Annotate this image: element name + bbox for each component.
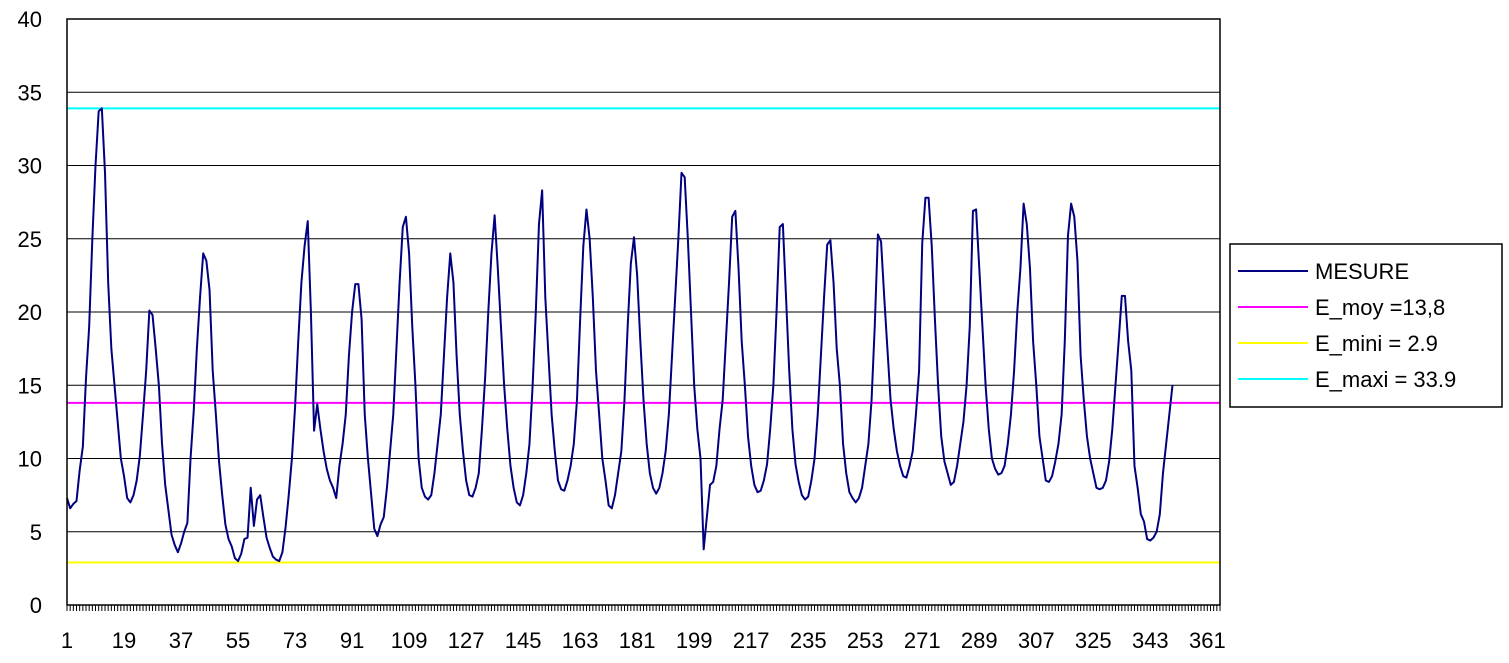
y-tick-label: 15 (18, 373, 42, 398)
legend-label: E_moy =13,8 (1315, 295, 1445, 320)
x-tick-label: 235 (790, 628, 827, 653)
x-tick-label: 307 (1018, 628, 1055, 653)
x-tick-label: 343 (1132, 628, 1169, 653)
x-tick-label: 145 (505, 628, 542, 653)
legend: MESURE E_moy =13,8 E_mini = 2.9 E_maxi = 33… (1229, 243, 1503, 408)
gridlines (67, 91, 1220, 533)
reference-lines (67, 107, 1220, 564)
x-tick-label: 361 (1189, 628, 1226, 653)
x-tick-label: 127 (448, 628, 485, 653)
x-tick-label: 55 (226, 628, 250, 653)
x-tick-label: 181 (619, 628, 656, 653)
x-tick-label: 1 (61, 628, 73, 653)
x-tick-label: 325 (1075, 628, 1112, 653)
x-tick-label: 109 (391, 628, 428, 653)
x-tick-label: 271 (904, 628, 941, 653)
y-tick-label: 30 (18, 154, 42, 179)
legend-label: E_maxi = 33.9 (1315, 367, 1456, 392)
y-tick-label: 10 (18, 447, 42, 472)
x-tick-label: 217 (733, 628, 770, 653)
y-tick-label: 0 (30, 593, 42, 618)
x-tick-label: 163 (562, 628, 599, 653)
x-tick-label: 37 (169, 628, 193, 653)
x-tick-label: 19 (112, 628, 136, 653)
legend-label: E_mini = 2.9 (1315, 331, 1438, 356)
y-tick-label: 5 (30, 520, 42, 545)
y-tick-label: 20 (18, 300, 42, 325)
x-tick-marks (66, 605, 1221, 611)
x-tick-label: 73 (283, 628, 307, 653)
x-tick-label: 289 (961, 628, 998, 653)
legend-label: MESURE (1315, 259, 1409, 284)
y-tick-label: 35 (18, 80, 42, 105)
y-tick-label: 40 (18, 7, 42, 32)
x-tick-label: 253 (847, 628, 884, 653)
x-tick-label: 91 (340, 628, 364, 653)
y-axis: 0 5 10 15 20 25 30 35 40 (18, 7, 42, 618)
series-lines (66, 107, 1174, 563)
series-line-mesure (66, 107, 1174, 563)
x-tick-label: 199 (676, 628, 713, 653)
y-tick-label: 25 (18, 227, 42, 252)
x-axis: 1 19 37 55 73 91 109 127 145 163 181 199 217 235 253 27… (61, 605, 1226, 653)
